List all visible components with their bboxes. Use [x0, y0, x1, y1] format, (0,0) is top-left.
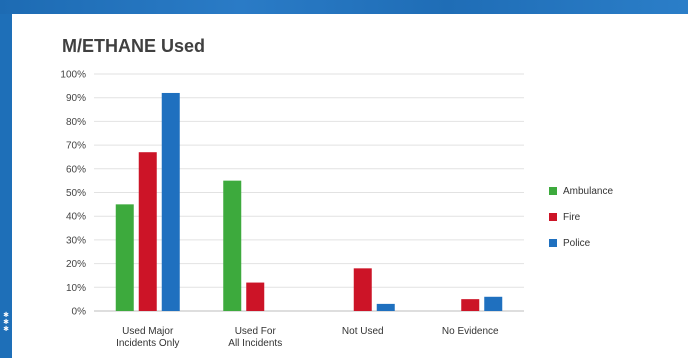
bar-police: [376, 303, 395, 311]
bar-chart-plot: 0% 10% 20% 30% 40% 50% 60% 70% 80% 90% 100% Used Ma…: [60, 70, 524, 349]
legend-item-fire: Fire: [549, 204, 613, 230]
legend-label: Ambulance: [563, 185, 614, 197]
bar-ambulance: [115, 204, 134, 311]
y-tick-label: 70%: [66, 141, 86, 152]
x-category-label: All Incidents: [228, 338, 282, 349]
x-category-label: No Evidence: [442, 326, 499, 337]
y-tick-label: 0%: [72, 307, 87, 318]
side-logo-icon: ✱ ✱ ✱: [3, 311, 9, 333]
legend-item-police: Police: [549, 230, 613, 256]
y-tick-label: 40%: [66, 212, 86, 223]
chart-title: M/ETHANE Used: [62, 36, 206, 56]
bar-fire: [461, 299, 480, 311]
chart-legend: Ambulance Fire Police: [549, 178, 613, 256]
y-tick-label: 20%: [66, 259, 86, 270]
legend-item-ambulance: Ambulance: [549, 178, 613, 204]
y-tick-label: 50%: [66, 188, 86, 199]
legend-swatch: [549, 213, 557, 221]
bar-police: [484, 296, 503, 311]
y-tick-label: 100%: [60, 70, 86, 81]
legend-label: Fire: [563, 211, 581, 223]
top-banner-strip: [0, 0, 688, 14]
legend-swatch: [549, 187, 557, 195]
bar-ambulance: [223, 180, 242, 311]
y-tick-label: 60%: [66, 164, 86, 175]
x-category-label: Used Major: [122, 326, 174, 337]
x-category-label: Incidents Only: [116, 338, 179, 349]
y-tick-label: 30%: [66, 235, 86, 246]
x-category-label: Not Used: [342, 326, 384, 337]
bar-fire: [138, 152, 157, 311]
chart-card: M/ETHANE Used 0% 10% 20% 30% 40% 50% 60% 70% 80%…: [12, 14, 688, 358]
legend-swatch: [549, 239, 557, 247]
bar-fire: [246, 282, 265, 311]
y-tick-label: 80%: [66, 117, 86, 128]
y-tick-label: 10%: [66, 283, 86, 294]
bar-police: [161, 92, 180, 312]
y-tick-label: 90%: [66, 93, 86, 104]
bar-fire: [353, 268, 372, 311]
legend-label: Police: [563, 237, 591, 249]
x-category-label: Used For: [235, 326, 277, 337]
